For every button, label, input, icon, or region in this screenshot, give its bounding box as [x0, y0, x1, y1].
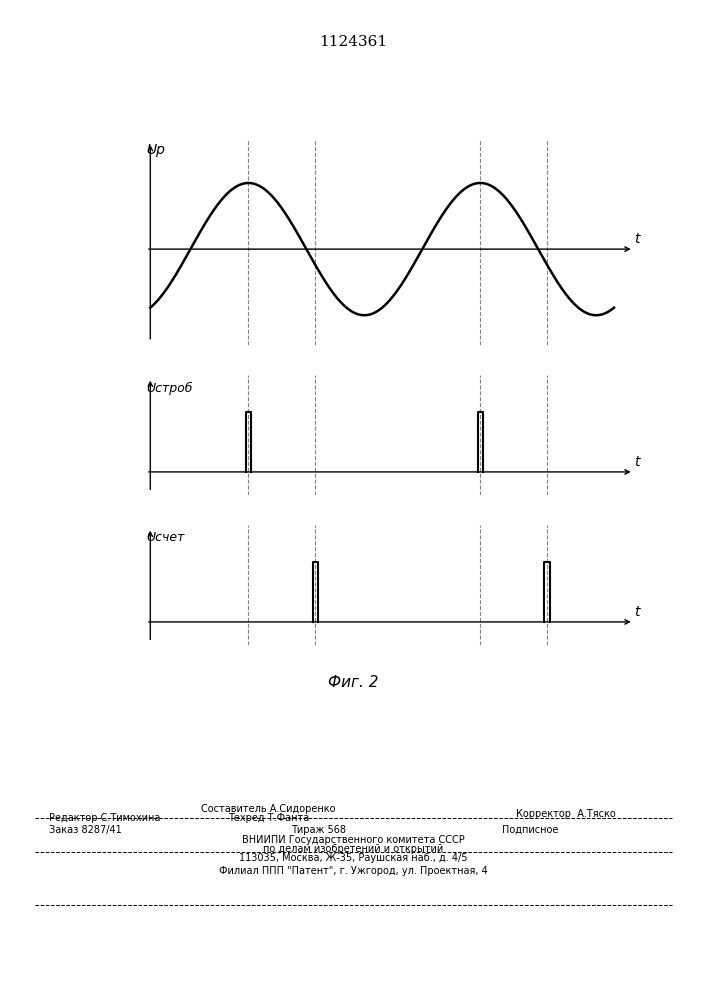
Text: Техред Т.Фанта: Техред Т.Фанта: [228, 813, 309, 823]
Text: t: t: [634, 455, 640, 469]
Text: Фиг. 2: Фиг. 2: [328, 675, 379, 690]
Text: Заказ 8287/41: Заказ 8287/41: [49, 825, 122, 835]
Text: t: t: [634, 232, 640, 246]
Text: 1124361: 1124361: [320, 35, 387, 49]
Text: 113035, Москва, Ж-35, Раушская наб., д. 4/5: 113035, Москва, Ж-35, Раушская наб., д. …: [239, 853, 468, 863]
Text: Up: Up: [146, 143, 165, 157]
Text: Филиал ППП "Патент", г. Ужгород, ул. Проектная, 4: Филиал ППП "Патент", г. Ужгород, ул. Про…: [219, 866, 488, 876]
Text: Тираж 568: Тираж 568: [291, 825, 346, 835]
Text: Редактор С.Тимохина: Редактор С.Тимохина: [49, 813, 161, 823]
Text: ВНИИПИ Государственного комитета СССР: ВНИИПИ Государственного комитета СССР: [242, 835, 465, 845]
Text: Uстроб: Uстроб: [146, 381, 192, 395]
Text: t: t: [634, 605, 640, 619]
Text: по делам изобретений и открытий: по делам изобретений и открытий: [264, 844, 443, 854]
Text: Uсчет: Uсчет: [146, 531, 185, 544]
Text: Подписное: Подписное: [502, 825, 559, 835]
Text: Составитель А.Сидоренко: Составитель А.Сидоренко: [201, 804, 336, 814]
Text: Корректор  А.Тяско: Корректор А.Тяско: [515, 809, 616, 819]
